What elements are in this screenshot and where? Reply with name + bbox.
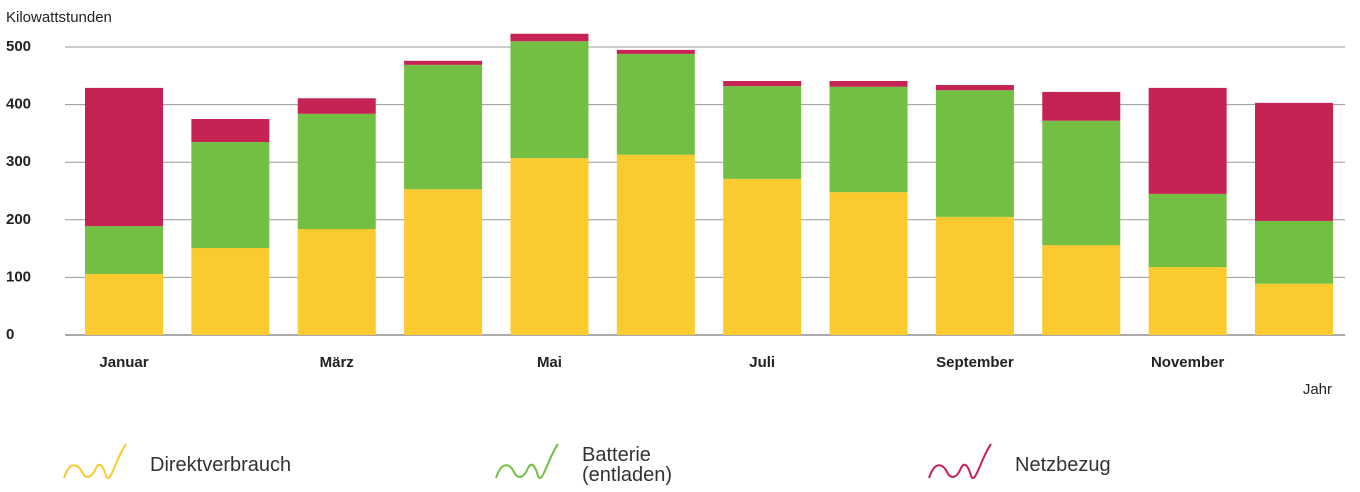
bar-segment [510,41,589,159]
bar-segment [935,90,1014,217]
legend-icon [63,443,127,480]
bar-segment [616,53,695,155]
bar-segment [1148,193,1227,268]
chart: Kilowattstunden Jahr 0 100 200 300 400 500 Jan… [6,9,1345,398]
legend-item: Netzbezug [925,438,1125,492]
x-tick-label: September [936,354,1014,371]
bar-segment [935,216,1014,335]
bar-segment [297,98,376,114]
bar-segment [404,189,483,335]
legend-wave [63,443,127,480]
legend-item: Direktverbrauch [60,438,292,492]
legend-wave [928,443,992,480]
y-tick-label: 200 [6,211,31,228]
bar-segment [829,86,908,193]
bar-segment [1255,102,1333,221]
bar-segment [1255,283,1333,335]
legend-label: Batterie (entladen) [582,444,673,486]
x-tick-label: März [320,354,354,371]
y-tick-label: 0 [6,326,14,343]
bar-segment [191,248,270,335]
legend-icon [928,443,992,480]
y-tick-label: 500 [6,38,31,55]
bar-segment [404,64,483,190]
x-tick-label: November [1151,354,1225,371]
x-tick-label: Januar [99,354,148,371]
bar-segment [1255,220,1333,284]
bar-segment [723,86,802,179]
bar-segment [297,113,376,230]
legend-label: Direktverbrauch [150,454,292,476]
bar-segment [723,80,802,87]
bar-segment [616,154,695,335]
legend-wave [495,443,559,480]
bar-segment [404,60,483,65]
bar-segment [85,273,163,335]
y-axis-label: Kilowattstunden [6,9,112,26]
bar-segment [510,33,589,42]
bar-segment [510,158,589,335]
bar-segment [1148,267,1227,335]
bar-segment [1042,245,1121,335]
x-tick-label: Mai [537,354,562,371]
legend-item: Batterie (entladen) [492,438,692,492]
bar-segment [85,87,163,227]
bar-segment [723,178,802,335]
bar-segment [1042,91,1121,121]
legend-label: Netzbezug [1015,454,1111,476]
bar-segment [616,49,695,54]
bar-segment [935,85,1014,91]
bar-segment [829,80,908,87]
x-axis-label: Jahr [1303,381,1332,398]
legend-icon [495,443,559,480]
y-tick-label: 100 [6,268,31,285]
bar-segment [1148,87,1227,194]
bar-segment [829,192,908,335]
bar-segment [191,142,270,249]
bar-segment [297,229,376,335]
bar-segment [85,226,163,274]
x-tick-label: Juli [749,354,775,371]
y-tick-label: 300 [6,153,31,170]
bar-segment [1042,120,1121,246]
y-tick-label: 400 [6,96,31,113]
bar-segment [191,119,270,143]
